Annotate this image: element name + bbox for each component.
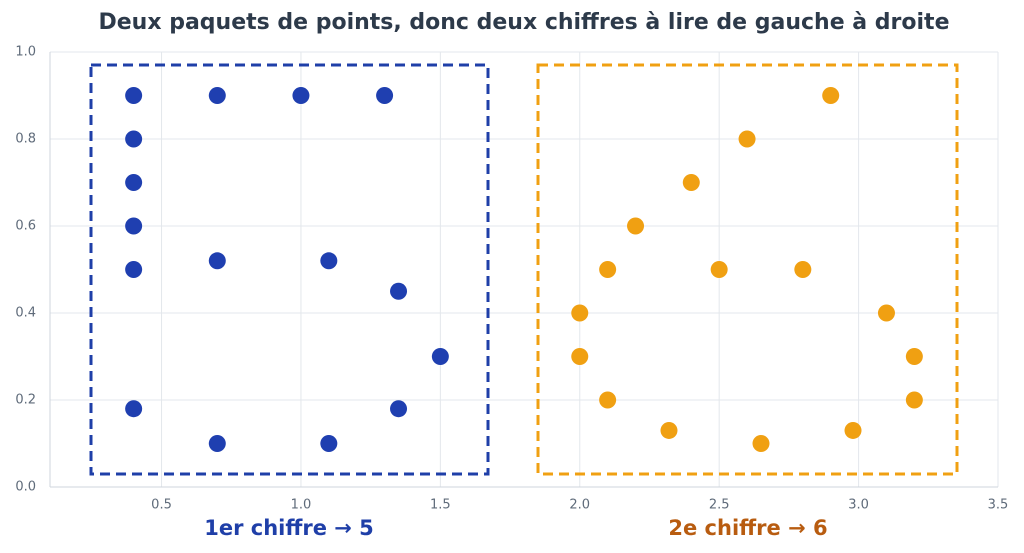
x-tick-label: 3.0 [848, 498, 869, 513]
annotation: 1er chiffre → 5 [204, 516, 374, 540]
point [844, 421, 862, 439]
point [571, 304, 589, 322]
y-tick-label: 0.0 [15, 480, 36, 495]
x-tick-label: 3.5 [988, 498, 1009, 513]
point [125, 261, 143, 278]
point [125, 217, 143, 235]
point [376, 87, 394, 104]
y-tick-label: 1.0 [15, 45, 36, 60]
point [905, 391, 923, 409]
point [822, 87, 840, 104]
point [292, 87, 310, 104]
point [208, 252, 226, 270]
y-tick-label: 0.8 [15, 132, 36, 147]
x-tick-label: 2.5 [709, 498, 730, 513]
point [627, 217, 645, 235]
point [208, 87, 226, 104]
point [390, 400, 408, 418]
group-box [89, 63, 490, 476]
x-tick-label: 2.0 [569, 498, 590, 513]
point [599, 391, 617, 409]
point [710, 261, 728, 278]
x-tick-label: 0.5 [151, 498, 172, 513]
y-tick-label: 0.2 [15, 393, 36, 408]
point [660, 421, 678, 439]
point [125, 400, 143, 418]
point [390, 282, 408, 300]
point [738, 130, 756, 148]
point [320, 435, 338, 452]
point [125, 174, 143, 191]
point [752, 435, 770, 452]
point [431, 348, 449, 365]
point [320, 252, 338, 270]
x-tick-label: 1.0 [291, 498, 312, 513]
point [571, 348, 589, 365]
point [682, 174, 700, 191]
y-tick-label: 0.6 [15, 219, 36, 234]
point [905, 348, 923, 365]
y-tick-label: 0.4 [15, 306, 36, 321]
chart-title: Deux paquets de points, donc deux chiffr… [99, 10, 950, 35]
point [877, 304, 895, 322]
x-tick-label: 1.5 [430, 498, 451, 513]
group-box [536, 63, 959, 476]
point [794, 261, 812, 278]
point [125, 87, 143, 104]
annotation: 2e chiffre → 6 [668, 516, 827, 540]
point [599, 261, 617, 278]
point [125, 130, 143, 148]
point [208, 435, 226, 452]
